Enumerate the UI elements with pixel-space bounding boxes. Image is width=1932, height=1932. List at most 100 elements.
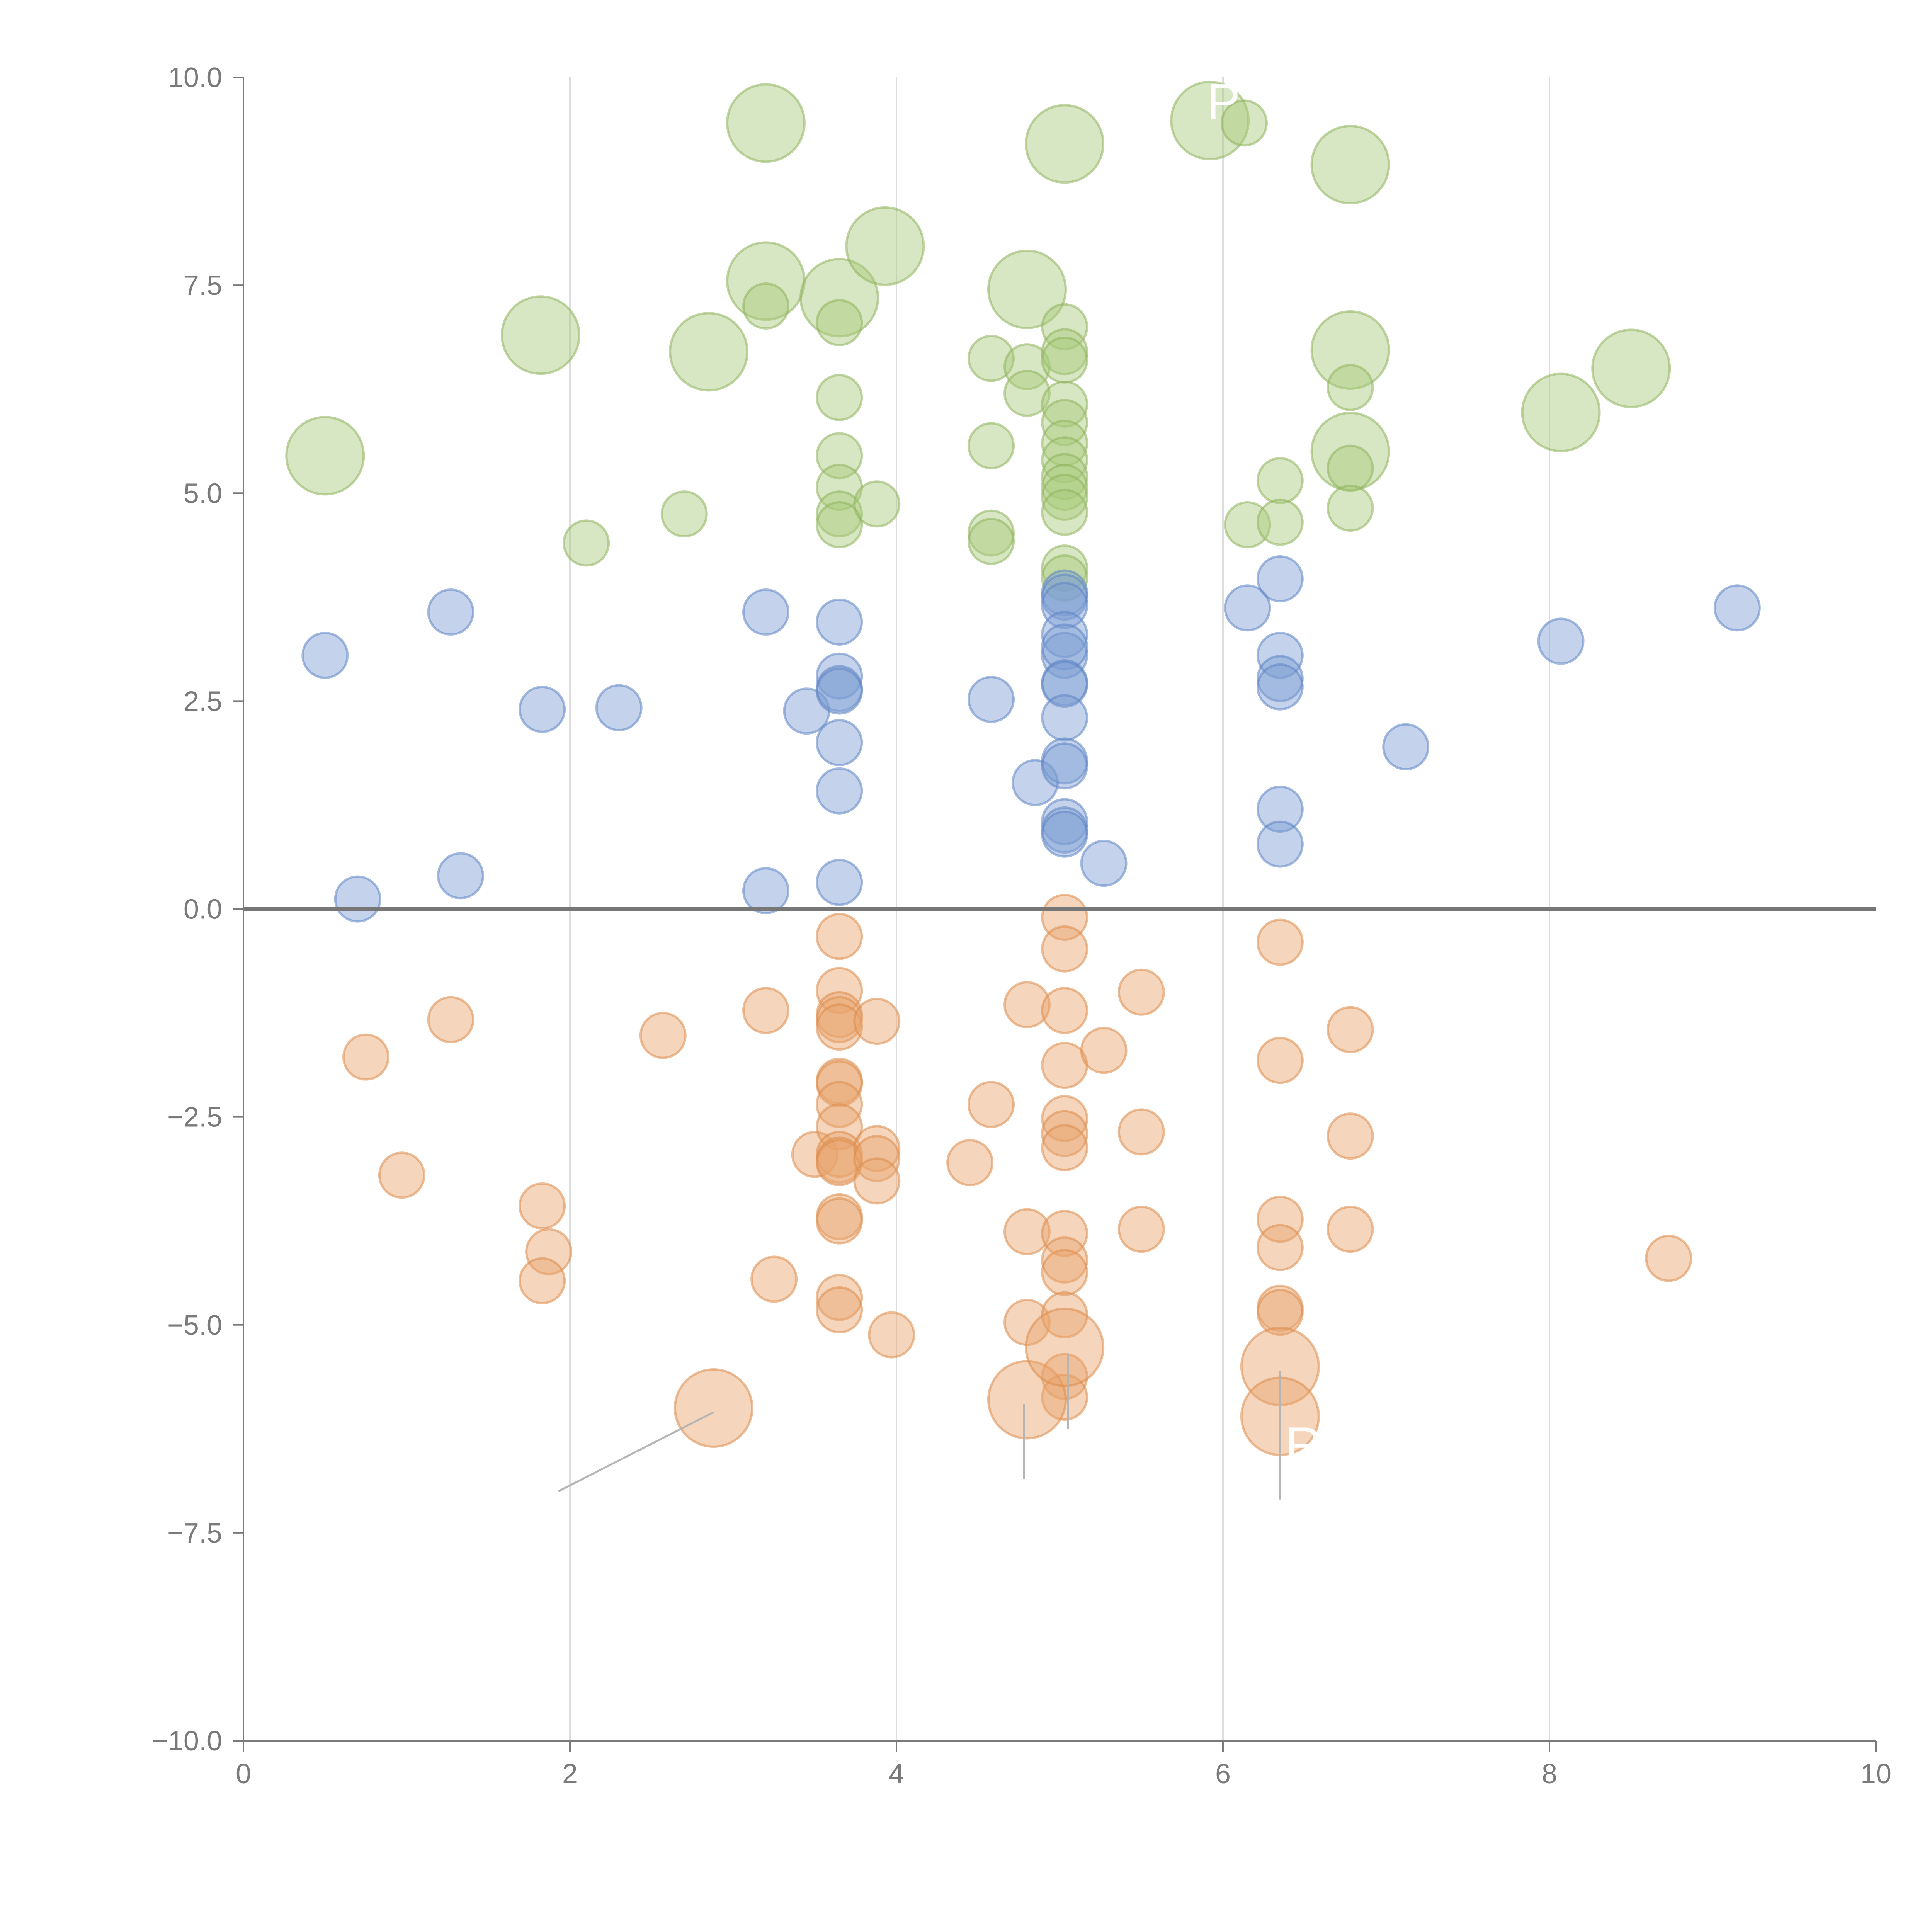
- point-green: [1327, 444, 1374, 492]
- y-tick-label: 10.0: [168, 62, 222, 93]
- y-tick-label: 0.0: [184, 894, 222, 925]
- point-blue: [1256, 820, 1304, 868]
- point-green: [1256, 457, 1304, 504]
- point-blue: [1256, 663, 1304, 711]
- point-green: [285, 416, 365, 496]
- point-orange: [378, 1151, 425, 1199]
- point-orange: [1327, 1006, 1374, 1053]
- point-blue: [427, 588, 474, 636]
- x-tick-label: 10: [1861, 1759, 1891, 1789]
- point-orange: [1003, 981, 1051, 1029]
- point-orange: [816, 1197, 863, 1245]
- point-orange: [1025, 1307, 1105, 1387]
- point-green: [726, 83, 806, 163]
- point-orange: [427, 996, 474, 1043]
- point-green: [669, 312, 749, 392]
- point-orange: [816, 967, 863, 1014]
- point-blue: [1537, 617, 1585, 665]
- y-tick-label: −7.5: [167, 1518, 222, 1549]
- y-tick-label: 5.0: [184, 478, 222, 509]
- point-green: [1041, 380, 1088, 428]
- point-orange: [816, 1274, 863, 1321]
- point-green: [1310, 310, 1390, 390]
- point-green: [853, 480, 901, 528]
- annotation-label: R: [1285, 1417, 1321, 1473]
- point-blue: [968, 676, 1015, 723]
- point-green: [1041, 303, 1088, 350]
- point-green: [1041, 474, 1088, 521]
- point-orange: [816, 1103, 863, 1151]
- point-blue: [1080, 840, 1128, 887]
- point-green: [1220, 99, 1268, 147]
- point-green: [1521, 372, 1601, 452]
- point-green: [563, 519, 610, 567]
- point-green: [500, 295, 580, 375]
- point-orange: [525, 1228, 573, 1276]
- annotations: RP: [558, 73, 1321, 1500]
- y-tick-label: 7.5: [184, 270, 222, 301]
- point-blue: [1256, 555, 1304, 602]
- point-green: [799, 258, 879, 338]
- point-green: [1327, 364, 1374, 411]
- point-green: [1041, 336, 1088, 384]
- point-blue: [816, 767, 863, 815]
- point-blue: [816, 719, 863, 766]
- data-series: [285, 80, 1761, 1456]
- point-blue: [301, 631, 349, 679]
- point-orange: [1327, 1206, 1374, 1253]
- point-blue: [816, 652, 863, 700]
- point-green: [845, 206, 925, 286]
- point-blue: [595, 684, 643, 731]
- point-orange: [868, 1311, 915, 1359]
- point-orange: [853, 1125, 901, 1172]
- point-orange: [742, 987, 789, 1034]
- point-orange: [1256, 1289, 1304, 1336]
- point-blue: [742, 588, 789, 636]
- point-blue: [1041, 810, 1088, 858]
- y-tick-label: −2.5: [167, 1102, 222, 1133]
- point-orange: [519, 1182, 566, 1230]
- x-tick-label: 2: [562, 1759, 578, 1789]
- point-green: [816, 490, 863, 538]
- point-green: [1041, 453, 1088, 500]
- point-orange: [1256, 1196, 1304, 1243]
- point-orange: [519, 1257, 566, 1304]
- point-orange: [853, 1157, 901, 1205]
- point-blue: [742, 867, 789, 915]
- point-green: [1003, 369, 1051, 417]
- point-green: [816, 374, 863, 421]
- point-green: [1041, 464, 1088, 511]
- annotation-label: P: [1207, 73, 1240, 130]
- point-green: [1256, 498, 1304, 546]
- point-orange: [342, 1033, 389, 1081]
- point-orange: [1041, 1110, 1088, 1157]
- point-green: [816, 299, 863, 346]
- series-orange: [342, 894, 1692, 1456]
- point-green: [1025, 104, 1105, 184]
- point-blue: [816, 667, 863, 715]
- point-orange: [1117, 1206, 1165, 1253]
- point-green: [742, 282, 789, 330]
- x-tick-label: 8: [1542, 1759, 1557, 1789]
- point-green: [816, 501, 863, 549]
- point-green: [968, 335, 1015, 382]
- point-orange: [750, 1255, 798, 1303]
- point-blue: [1256, 786, 1304, 833]
- point-green: [1041, 554, 1088, 602]
- point-orange: [853, 998, 901, 1045]
- point-orange: [816, 1286, 863, 1334]
- point-blue: [1382, 723, 1430, 770]
- point-orange: [946, 1139, 994, 1187]
- point-orange: [1041, 1236, 1088, 1284]
- point-orange: [1645, 1235, 1692, 1282]
- point-orange: [639, 1012, 687, 1059]
- x-tick-label: 0: [236, 1759, 251, 1789]
- point-orange: [816, 1139, 863, 1187]
- point-green: [1041, 436, 1088, 484]
- point-blue: [1041, 661, 1088, 708]
- point-green: [1041, 544, 1088, 592]
- point-orange: [1041, 1124, 1088, 1172]
- point-orange: [1041, 925, 1088, 973]
- point-blue: [816, 598, 863, 646]
- y-tick-label: −10.0: [152, 1726, 222, 1757]
